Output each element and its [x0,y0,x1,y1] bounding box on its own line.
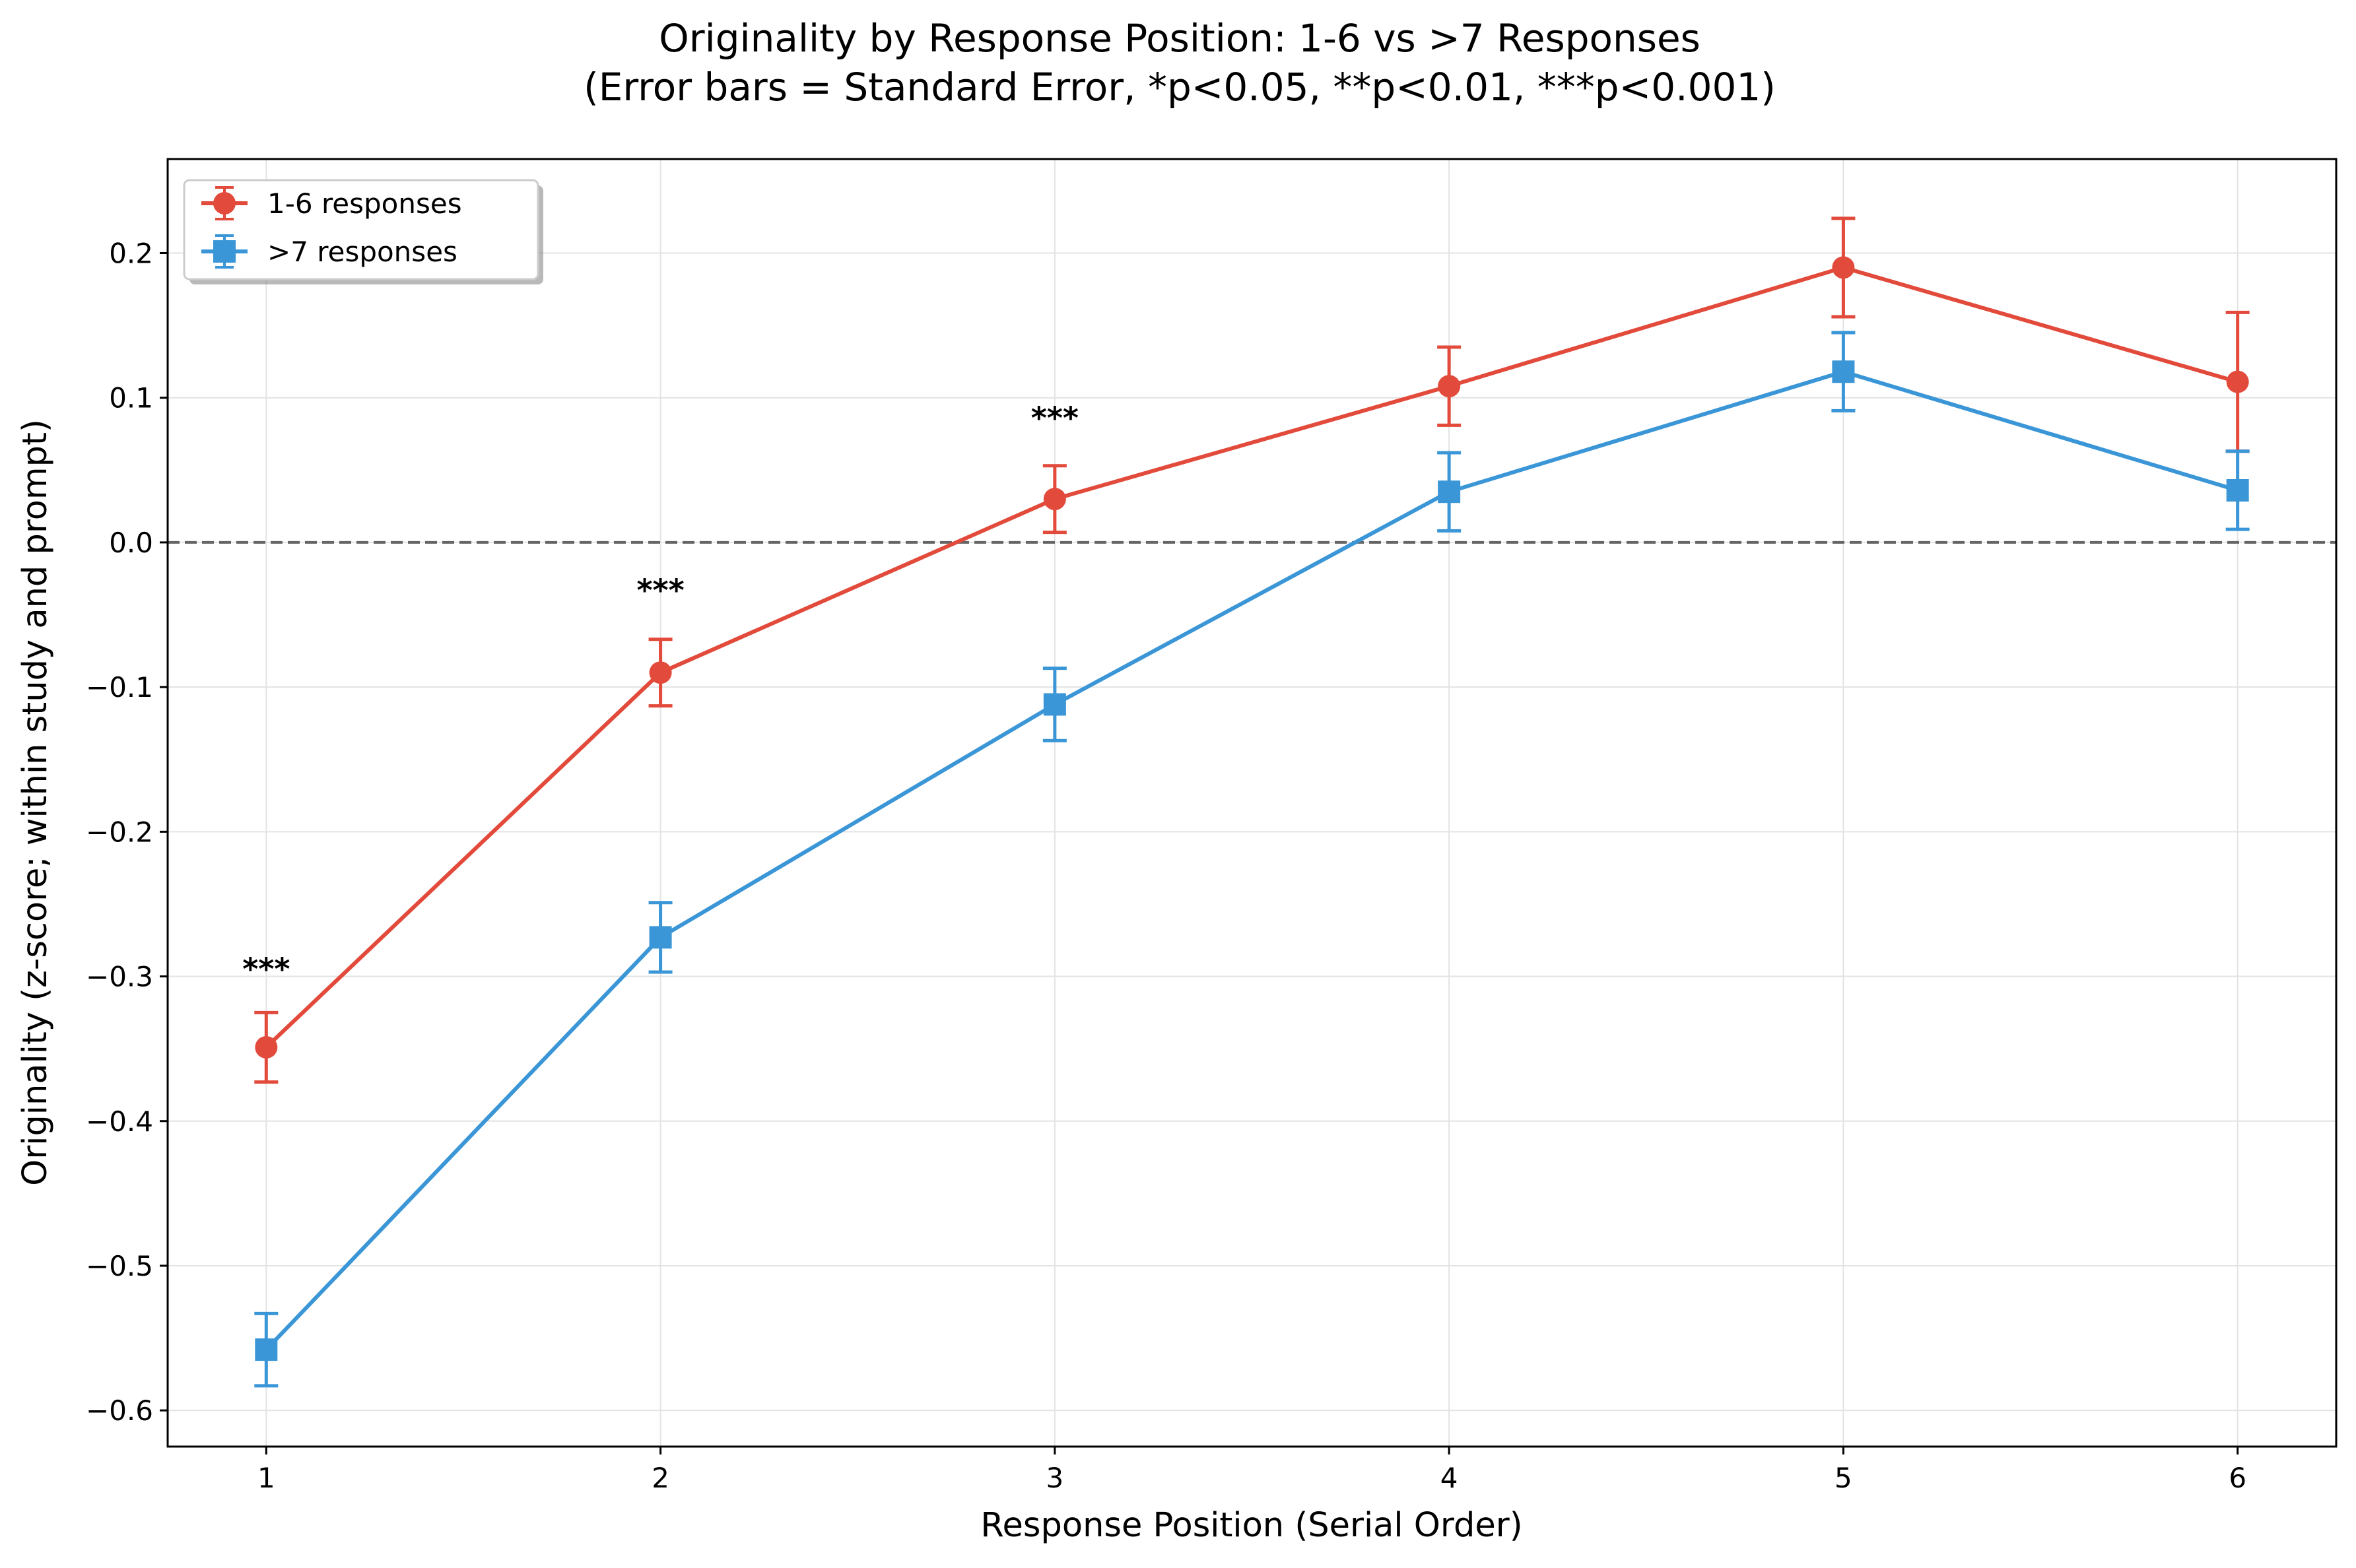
tick-layer: 1 2 3 4 5 6 −0.6 −0.5 −0.4 −0.3 −0.2 −0.1 0.0 0.1 0.2 [86,237,2246,1494]
significance-annotation: *** [1031,400,1079,436]
plot-frame [166,158,2338,1448]
annotation-layer: *** *** *** [242,400,1079,987]
x-tick-label: 1 [257,1462,275,1494]
x-tick-label: 4 [1440,1462,1458,1494]
series-line [265,265,2238,1049]
data-point [255,1338,278,1361]
data-point [1043,488,1066,511]
legend-box [183,179,539,280]
y-tick-label: −0.3 [86,961,153,993]
data-point [649,926,672,949]
data-point [1438,375,1461,398]
y-tick-label: −0.2 [86,816,153,848]
chart-title: Originality by Response Position: 1-6 vs… [659,16,1700,61]
series-layer [254,216,2250,1388]
y-tick-label: −0.5 [86,1250,153,1282]
data-point [1832,256,1855,279]
x-tick-label: 2 [652,1462,669,1494]
grid [168,159,2336,1447]
y-tick-label: 0.0 [109,527,153,559]
series-1 [254,216,2250,1084]
y-tick-label: −0.4 [86,1105,153,1138]
data-point [2226,370,2249,393]
legend-marker [213,192,236,214]
chart-subtitle: (Error bars = Standard Error, *p<0.05, *… [584,65,1776,110]
data-point [1438,480,1461,504]
legend-label: >7 responses [267,236,457,268]
significance-annotation: *** [242,952,290,987]
x-tick-label: 5 [1834,1462,1852,1494]
legend-label: 1-6 responses [267,187,462,220]
series-line [265,370,2238,1352]
data-point [1043,693,1066,716]
x-axis-label: Response Position (Serial Order) [980,1506,1522,1545]
data-point [649,661,672,684]
data-point [1832,360,1855,383]
y-tick-label: −0.1 [86,671,153,703]
y-tick-label: −0.6 [86,1394,153,1427]
y-axis-label: Originality (z-score; within study and p… [16,419,55,1186]
data-point [255,1035,278,1059]
legend: 1-6 responses >7 responses [183,179,543,284]
y-tick-label: 0.1 [109,382,153,414]
legend-marker [213,240,236,263]
data-point [2226,478,2249,502]
x-tick-label: 3 [1046,1462,1063,1494]
x-tick-label: 6 [2229,1462,2246,1494]
significance-annotation: *** [637,572,685,608]
series-2 [254,331,2250,1388]
y-tick-label: 0.2 [109,237,153,269]
legend-entries: 1-6 responses >7 responses [201,186,462,269]
